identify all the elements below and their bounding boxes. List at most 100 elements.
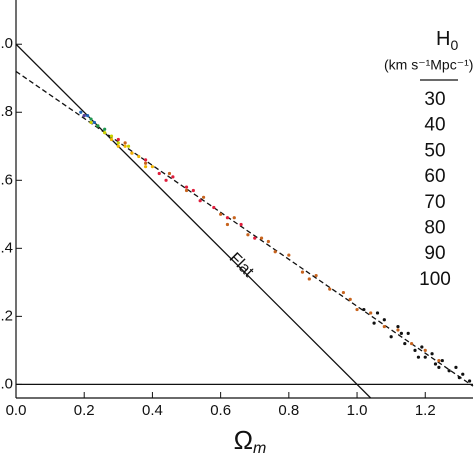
y-tick-label: 0.0 bbox=[0, 375, 13, 392]
point bbox=[167, 171, 172, 176]
point bbox=[89, 120, 93, 125]
legend-entry: 40 bbox=[424, 115, 445, 136]
x-axis-label: Ωm bbox=[234, 425, 267, 457]
point bbox=[232, 216, 236, 220]
legend-entry: 50 bbox=[424, 140, 445, 161]
point bbox=[86, 114, 90, 118]
point bbox=[171, 175, 175, 179]
point bbox=[355, 307, 359, 312]
y-tick-label: 0.4 bbox=[0, 239, 13, 256]
point bbox=[399, 331, 403, 335]
x-axis-subscript: m bbox=[253, 440, 266, 457]
point bbox=[103, 127, 107, 131]
annotation: Flat bbox=[226, 250, 257, 281]
point bbox=[109, 137, 114, 142]
x-tick-label: 1.0 bbox=[347, 402, 368, 419]
point bbox=[143, 158, 148, 162]
point bbox=[157, 171, 161, 176]
point bbox=[116, 137, 120, 142]
point bbox=[461, 372, 465, 376]
legend-entry: 30 bbox=[424, 89, 445, 110]
legend-entry: 70 bbox=[424, 192, 445, 213]
legend-title-symbol: H bbox=[436, 28, 450, 50]
point bbox=[103, 131, 107, 135]
point bbox=[126, 144, 131, 148]
point bbox=[191, 188, 195, 193]
point bbox=[143, 161, 148, 165]
point bbox=[259, 236, 264, 240]
point bbox=[219, 212, 223, 216]
point bbox=[341, 290, 346, 295]
legend-entry: 100 bbox=[419, 269, 451, 290]
x-tick-label: 0.4 bbox=[142, 402, 163, 419]
legend-title-subscript: 0 bbox=[450, 37, 458, 53]
point bbox=[82, 114, 86, 118]
point bbox=[348, 297, 352, 301]
legend-entry: 80 bbox=[424, 218, 445, 239]
point bbox=[164, 178, 168, 182]
point bbox=[410, 341, 414, 346]
point bbox=[406, 331, 410, 335]
point bbox=[184, 185, 189, 189]
point bbox=[109, 134, 114, 138]
plot-area bbox=[16, 43, 474, 398]
x-tick-label: 0.0 bbox=[6, 402, 27, 419]
y-tick-label: 0.8 bbox=[0, 103, 13, 120]
point bbox=[423, 348, 427, 352]
point bbox=[447, 369, 451, 373]
point bbox=[396, 324, 400, 329]
y-tick-label: 1.0 bbox=[0, 35, 13, 52]
point bbox=[382, 318, 386, 322]
point bbox=[130, 151, 134, 155]
point bbox=[437, 358, 441, 363]
point bbox=[273, 250, 277, 254]
point bbox=[307, 277, 311, 281]
point bbox=[433, 362, 438, 366]
point bbox=[328, 287, 332, 291]
x-axis-symbol: Ω bbox=[234, 425, 253, 455]
point bbox=[413, 348, 417, 352]
point bbox=[440, 358, 444, 363]
legend-entry: 90 bbox=[424, 243, 445, 264]
x-tick-label: 0.6 bbox=[210, 402, 231, 419]
y-tick-label: 0.2 bbox=[0, 307, 13, 324]
point bbox=[123, 141, 127, 145]
point bbox=[116, 144, 120, 148]
point bbox=[362, 307, 366, 312]
point bbox=[430, 352, 434, 356]
point bbox=[396, 328, 400, 332]
point bbox=[137, 154, 141, 159]
x-tick-label: 0.8 bbox=[278, 402, 299, 419]
point bbox=[225, 222, 230, 227]
point bbox=[212, 205, 216, 210]
point bbox=[225, 216, 230, 220]
point bbox=[314, 273, 318, 278]
point bbox=[287, 253, 291, 257]
point bbox=[457, 375, 461, 380]
point bbox=[372, 321, 376, 325]
point bbox=[96, 124, 100, 128]
point bbox=[239, 222, 243, 227]
point bbox=[403, 341, 407, 346]
point bbox=[253, 236, 257, 240]
x-tick-label: 1.2 bbox=[415, 402, 436, 419]
point bbox=[437, 365, 441, 369]
point bbox=[467, 379, 472, 383]
point bbox=[143, 165, 148, 169]
point bbox=[89, 117, 93, 121]
point bbox=[454, 365, 458, 369]
point bbox=[198, 199, 202, 203]
point bbox=[79, 110, 83, 114]
point bbox=[92, 120, 97, 125]
point bbox=[389, 335, 393, 339]
point bbox=[246, 233, 250, 237]
y-tick-label: 0.6 bbox=[0, 171, 13, 188]
point bbox=[382, 324, 386, 329]
point bbox=[369, 311, 373, 315]
point bbox=[123, 144, 127, 148]
point bbox=[375, 311, 380, 315]
legend-units: (km s⁻¹Mpc⁻¹) bbox=[384, 57, 473, 73]
reference-line bbox=[16, 43, 372, 398]
legend-entry: 60 bbox=[424, 166, 445, 187]
